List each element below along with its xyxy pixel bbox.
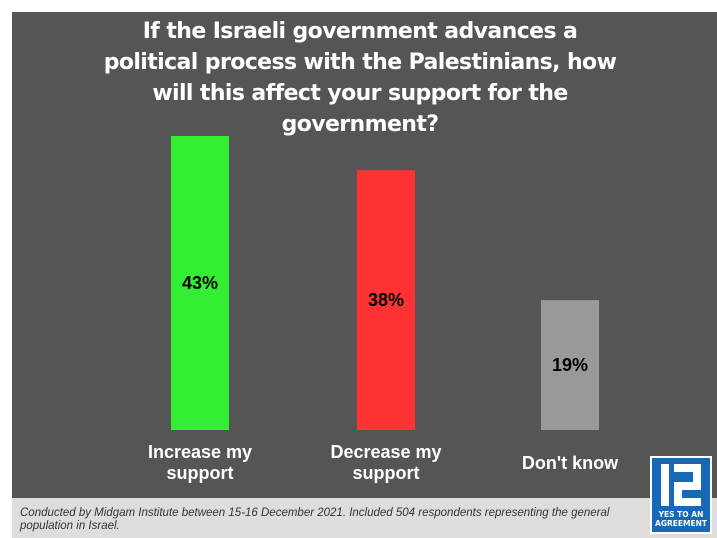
bar-chart: 43% 38% 19% <box>171 136 599 431</box>
category-label: Don't know <box>521 453 619 473</box>
category-label: Increase my support <box>147 442 253 483</box>
bar-value-label: 43% <box>182 273 218 293</box>
footer-note: Conducted by Midgam Institute between 15… <box>20 507 610 532</box>
yes-to-an-agreement-logo: YES TO AN AGREEMENT <box>650 456 712 534</box>
logo-mark-icon <box>661 464 701 506</box>
bar-3 <box>541 300 599 430</box>
chart-title: If the Israeli government advances a pol… <box>103 19 617 137</box>
category-label: Decrease my support <box>330 442 442 483</box>
bar-1 <box>171 136 229 430</box>
bar-value-label: 38% <box>368 290 404 310</box>
bar-value-label: 19% <box>552 355 588 375</box>
bar-2 <box>357 170 415 431</box>
footer: Conducted by Midgam Institute between 15… <box>12 498 717 538</box>
logo-text: YES TO AN AGREEMENT <box>655 510 707 528</box>
